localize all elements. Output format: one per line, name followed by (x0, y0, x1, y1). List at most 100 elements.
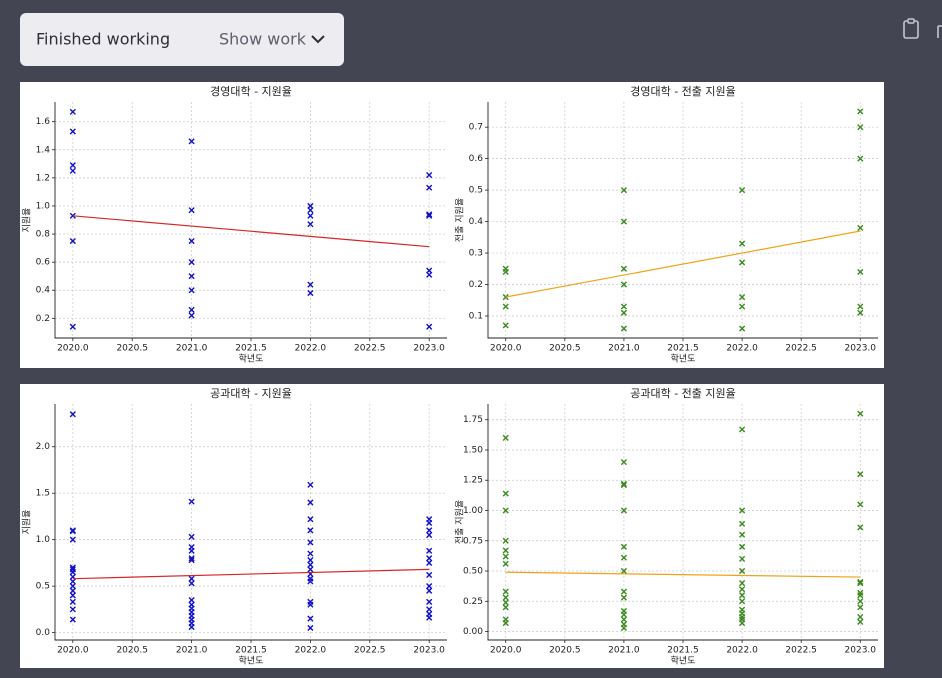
point (307, 212, 314, 219)
x-tick-label: 2022.0 (726, 646, 758, 656)
x-tick-label: 2022.0 (726, 344, 758, 354)
point (69, 411, 76, 418)
show-work[interactable]: Show work (219, 30, 307, 49)
point (620, 481, 628, 489)
point (69, 237, 76, 245)
point (188, 207, 195, 214)
x-tick-label: 2023.0 (413, 344, 445, 354)
y-tick-label: 0.50 (463, 567, 483, 577)
x-tick-label: 2021.0 (176, 344, 208, 354)
point (307, 539, 314, 546)
y-tick-label: 0.7 (469, 123, 483, 133)
chart-title: 공과대학 - 지원율 (210, 387, 292, 400)
point (857, 309, 864, 316)
point (502, 560, 509, 567)
point (188, 547, 195, 554)
y-tick-label: 0.6 (36, 258, 51, 268)
point (620, 303, 628, 310)
y-tick-label: 0.4 (469, 217, 484, 227)
point (69, 167, 76, 174)
x-tick-label: 2020.0 (57, 344, 89, 354)
point (188, 556, 195, 564)
point (426, 583, 433, 590)
point (857, 410, 864, 417)
point (502, 599, 509, 606)
point (188, 312, 195, 319)
point (69, 587, 76, 594)
point (620, 309, 628, 316)
point (502, 604, 509, 611)
point (188, 580, 195, 587)
y-tick-label: 0.8 (36, 230, 51, 240)
y-tick-label: 0.75 (463, 536, 483, 546)
x-tick-label: 2020.0 (57, 646, 89, 656)
y-tick-label: 0.5 (36, 582, 50, 592)
x-tick-label: 2022.5 (785, 344, 817, 354)
x-tick-label: 2021.0 (608, 646, 640, 656)
y-tick-label: 0.25 (463, 597, 483, 607)
axes-frame (54, 102, 447, 339)
point (426, 598, 433, 606)
point (620, 567, 628, 575)
point (426, 531, 433, 539)
point (620, 187, 628, 194)
point (502, 553, 509, 560)
x-tick-label: 2021.0 (176, 646, 208, 656)
chevron[interactable] (311, 35, 325, 44)
point (738, 613, 746, 621)
point (620, 616, 628, 623)
point (426, 614, 433, 621)
point (307, 550, 314, 557)
axes-frame (487, 404, 878, 641)
y-tick-label: 1.4 (36, 145, 51, 155)
point (188, 498, 195, 505)
point (502, 547, 509, 554)
image-1 (20, 82, 884, 368)
point (307, 561, 314, 568)
point (857, 501, 864, 508)
x-tick-label: 2022.0 (295, 646, 327, 656)
y-tick-label: 1.2 (36, 173, 50, 183)
y-tick-label: 0.0 (36, 628, 51, 638)
point (502, 619, 509, 627)
point (857, 268, 864, 276)
y-tick-label: 1.5 (36, 489, 50, 499)
x-tick-label: 2023.0 (845, 646, 877, 656)
point (426, 587, 433, 594)
x-tick-label: 2020.0 (490, 646, 522, 656)
x-tick-label: 2022.5 (354, 646, 386, 656)
point (738, 555, 746, 563)
y-tick-label: 0.00 (463, 627, 483, 637)
y-tick-label: 0.4 (36, 286, 51, 296)
point (426, 547, 433, 554)
point (738, 507, 746, 514)
point (307, 281, 314, 288)
point (188, 596, 195, 604)
x-axis-label: 학년도 (671, 656, 696, 667)
point (738, 586, 746, 593)
point (620, 554, 628, 561)
point (502, 434, 509, 441)
axes-frame (487, 102, 878, 339)
work-panel[interactable] (20, 13, 344, 66)
y-tick-label: 1.6 (36, 117, 51, 127)
icon-partial[interactable] (937, 25, 942, 38)
point (502, 588, 509, 595)
x-tick-label: 2021.5 (667, 646, 699, 656)
point (738, 426, 746, 433)
point (502, 303, 509, 310)
y-tick-label: 0.6 (469, 154, 484, 164)
point (738, 325, 746, 332)
point (188, 237, 195, 245)
point (857, 613, 864, 621)
y-tick-label: 0.2 (469, 280, 483, 290)
chart-title: 공과대학 - 전출 지원율 (630, 387, 736, 400)
x-axis-label: 학년도 (239, 354, 264, 365)
point (738, 187, 746, 194)
point (307, 221, 314, 228)
y-tick-label: 0.5 (469, 186, 483, 196)
point (307, 516, 314, 523)
point (188, 533, 195, 540)
x-tick-label: 2020.5 (549, 646, 581, 656)
